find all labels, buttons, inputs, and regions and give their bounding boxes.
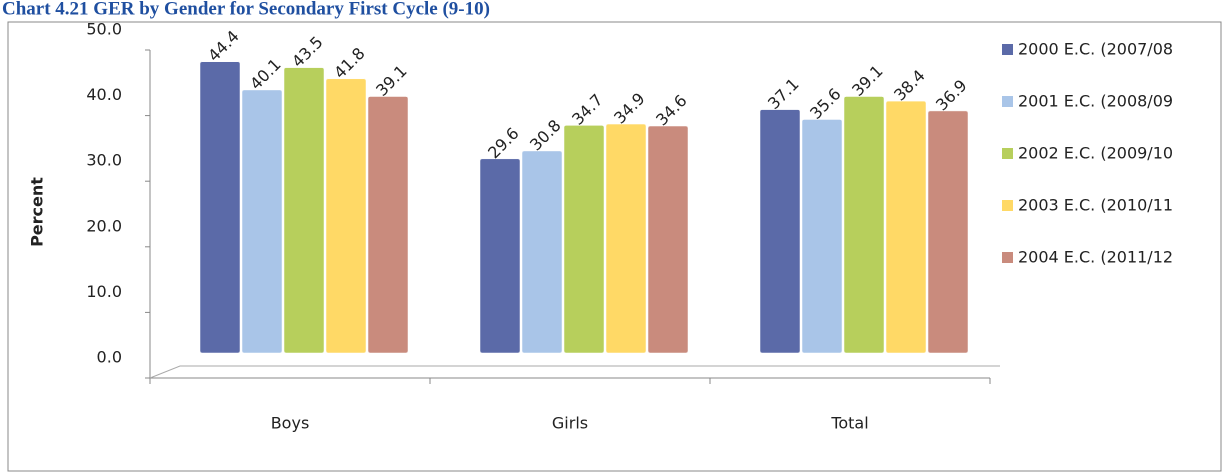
legend-swatch — [1002, 44, 1013, 55]
x-tick-label: Boys — [271, 414, 310, 433]
y-tick-label: 20.0 — [86, 216, 122, 235]
legend-swatch — [1002, 96, 1013, 107]
bar — [367, 96, 409, 354]
legend-label: 2000 E.C. (2007/08 — [1018, 40, 1173, 59]
legend-swatch — [1002, 200, 1013, 211]
legend-label: 2002 E.C. (2009/10 — [1018, 144, 1173, 163]
x-tick-label: Girls — [552, 414, 588, 433]
y-tick-label: 50.0 — [86, 20, 122, 39]
chart-title: Chart 4.21 GER by Gender for Secondary F… — [2, 0, 490, 19]
legend-swatch — [1002, 252, 1013, 263]
legend-swatch — [1002, 148, 1013, 159]
y-tick-label: 40.0 — [86, 85, 122, 104]
bar — [241, 89, 283, 354]
y-tick-label: 10.0 — [86, 282, 122, 301]
y-tick-label: 0.0 — [97, 348, 122, 367]
bar — [563, 125, 605, 354]
legend-label: 2004 E.C. (2011/12 — [1018, 248, 1173, 267]
bar — [325, 78, 367, 354]
bar — [801, 119, 843, 354]
bar — [843, 96, 885, 354]
bar — [927, 110, 969, 354]
bar — [605, 123, 647, 354]
bar — [885, 100, 927, 354]
bar — [521, 150, 563, 354]
y-tick-label: 30.0 — [86, 151, 122, 170]
legend-label: 2003 E.C. (2010/11 — [1018, 196, 1173, 215]
bar — [759, 109, 801, 354]
bar — [199, 61, 241, 354]
bar — [283, 67, 325, 354]
y-axis-label: Percent — [28, 177, 47, 247]
bar — [647, 125, 689, 354]
legend-label: 2001 E.C. (2008/09 — [1018, 92, 1173, 111]
floor — [149, 365, 1000, 379]
x-tick-label: Total — [830, 414, 868, 433]
bar — [479, 158, 521, 354]
